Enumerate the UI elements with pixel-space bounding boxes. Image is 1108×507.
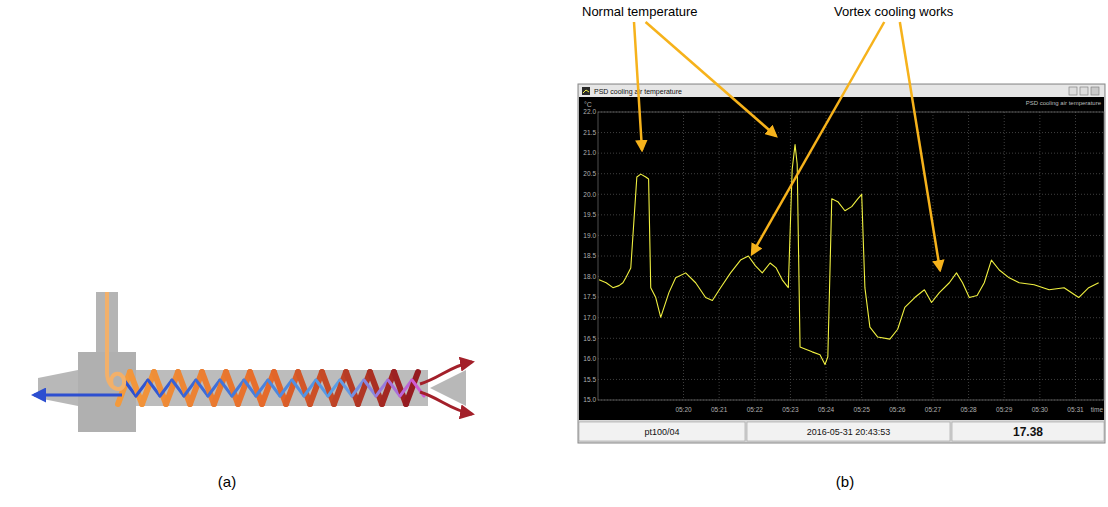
chart-subtitle: PSD cooling air temperature — [1026, 100, 1102, 106]
y-tick-label: 16.5 — [583, 335, 596, 342]
series-group — [599, 145, 1099, 365]
status-text: 2016-05-31 20:43:53 — [807, 427, 891, 437]
y-tick-label: 18.5 — [583, 252, 596, 259]
status-cell — [579, 422, 745, 441]
annotation: Vortex cooling works — [834, 4, 954, 19]
y-tick-label: 16.0 — [583, 355, 596, 362]
x-tick-label: 05:29 — [996, 406, 1013, 413]
cold-outlet-cone — [38, 370, 78, 406]
x-grid-line — [683, 112, 684, 400]
window-button — [1080, 87, 1088, 95]
figure: (a) (b) PSD cooling air temperaturePSD coo… — [0, 0, 1108, 507]
cold-flow-arrow — [34, 394, 122, 397]
inlet-flow — [107, 292, 124, 389]
window-button — [1069, 87, 1077, 95]
plot-frame — [598, 112, 1104, 400]
x-grid-line — [754, 112, 755, 400]
y-grid-line — [598, 297, 1104, 298]
temperature-line — [599, 145, 1099, 365]
y-grid-line — [598, 235, 1104, 236]
x-tick-label: 05:22 — [747, 406, 764, 413]
y-grid-line — [598, 338, 1104, 339]
x-grid-line — [719, 112, 720, 400]
y-tick-label: 19.0 — [583, 232, 596, 239]
y-tick-label: 22.0 — [583, 108, 596, 115]
window-icon-line — [583, 90, 589, 93]
y-grid-line — [598, 358, 1104, 359]
status-text: pt100/04 — [644, 427, 679, 437]
x-grid-line — [968, 112, 969, 400]
status-bar: pt100/04 2016-05-31 20:43:53 17.38 — [579, 422, 1104, 441]
status-text: 17.38 — [1013, 425, 1043, 439]
annotation-arrow — [634, 22, 642, 150]
x-grid-line — [861, 112, 862, 400]
x-tick-label: 05:24 — [818, 406, 835, 413]
x-grid-line — [1004, 112, 1005, 400]
y-grid-line — [598, 153, 1104, 154]
y-tick-label: 15.0 — [583, 396, 596, 403]
x-grid-line — [897, 112, 898, 400]
y-tick-label: 20.0 — [583, 191, 596, 198]
plot-background — [579, 97, 1104, 420]
y-tick-label: 15.5 — [583, 376, 596, 383]
x-tick-label: 05:26 — [889, 406, 906, 413]
y-tick-label: 21.0 — [583, 149, 596, 156]
window-button — [1091, 87, 1099, 95]
x-tick-label: 05:28 — [960, 406, 977, 413]
x-tick-label: 05:25 — [854, 406, 871, 413]
y-tick-label: 21.5 — [583, 129, 596, 136]
annotation-arrow — [752, 22, 884, 254]
panel-label: (a) — [218, 473, 236, 490]
hot-flow-arrow — [420, 392, 472, 414]
y-axis-title: °C — [584, 101, 592, 108]
y-grid-line — [598, 173, 1104, 174]
y-tick-label: 20.5 — [583, 170, 596, 177]
x-tick-label: 05:21 — [711, 406, 728, 413]
hot-valve — [430, 370, 466, 406]
x-grid-line — [826, 112, 827, 400]
status-cell — [952, 422, 1104, 441]
x-tick-label: 05:31 — [1067, 406, 1084, 413]
panel-label: (b) — [836, 473, 854, 490]
y-grid-line — [598, 194, 1104, 195]
y-grid-line — [598, 317, 1104, 318]
y-grid-line — [598, 379, 1104, 380]
annotations: Normal temperature Vortex cooling works — [582, 4, 954, 270]
status-cell — [747, 422, 950, 441]
annotation: Normal temperature — [582, 4, 698, 19]
hot-flow-arrow — [420, 362, 472, 384]
x-grid-line — [1039, 112, 1040, 400]
y-grid-line — [598, 132, 1104, 133]
annotation-arrow — [646, 22, 776, 136]
vortex-tube-diagram — [34, 292, 472, 432]
chart-window: PSD cooling air temperaturePSD cooling a… — [578, 84, 1105, 443]
window-icon — [582, 87, 590, 95]
x-tick-label: 05:20 — [675, 406, 692, 413]
x-tick-label: 05:30 — [1032, 406, 1049, 413]
y-grid-line — [598, 256, 1104, 257]
grid — [598, 112, 1104, 400]
x-grid-line — [932, 112, 933, 400]
x-tick-label: 05:27 — [925, 406, 942, 413]
y-grid-line — [598, 214, 1104, 215]
annotation-arrow — [900, 22, 940, 270]
y-tick-label: 18.0 — [583, 273, 596, 280]
x-axis-title: time — [1091, 406, 1104, 413]
y-tick-label: 17.5 — [583, 293, 596, 300]
x-grid-line — [790, 112, 791, 400]
window-frame — [578, 84, 1105, 443]
x-tick-label: 05:23 — [782, 406, 799, 413]
x-grid-line — [1075, 112, 1076, 400]
y-tick-label: 17.0 — [583, 314, 596, 321]
y-grid-line — [598, 276, 1104, 277]
y-tick-label: 19.5 — [583, 211, 596, 218]
